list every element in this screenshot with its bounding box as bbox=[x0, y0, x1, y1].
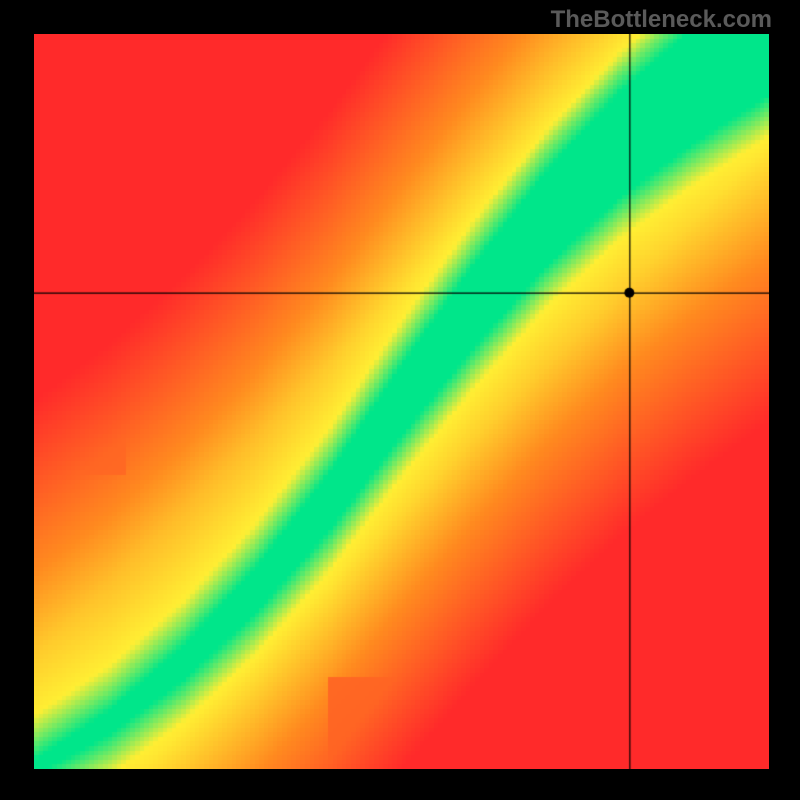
watermark-text: TheBottleneck.com bbox=[551, 6, 772, 34]
bottleneck-heatmap bbox=[34, 34, 769, 769]
chart-container: TheBottleneck.com bbox=[0, 0, 800, 800]
